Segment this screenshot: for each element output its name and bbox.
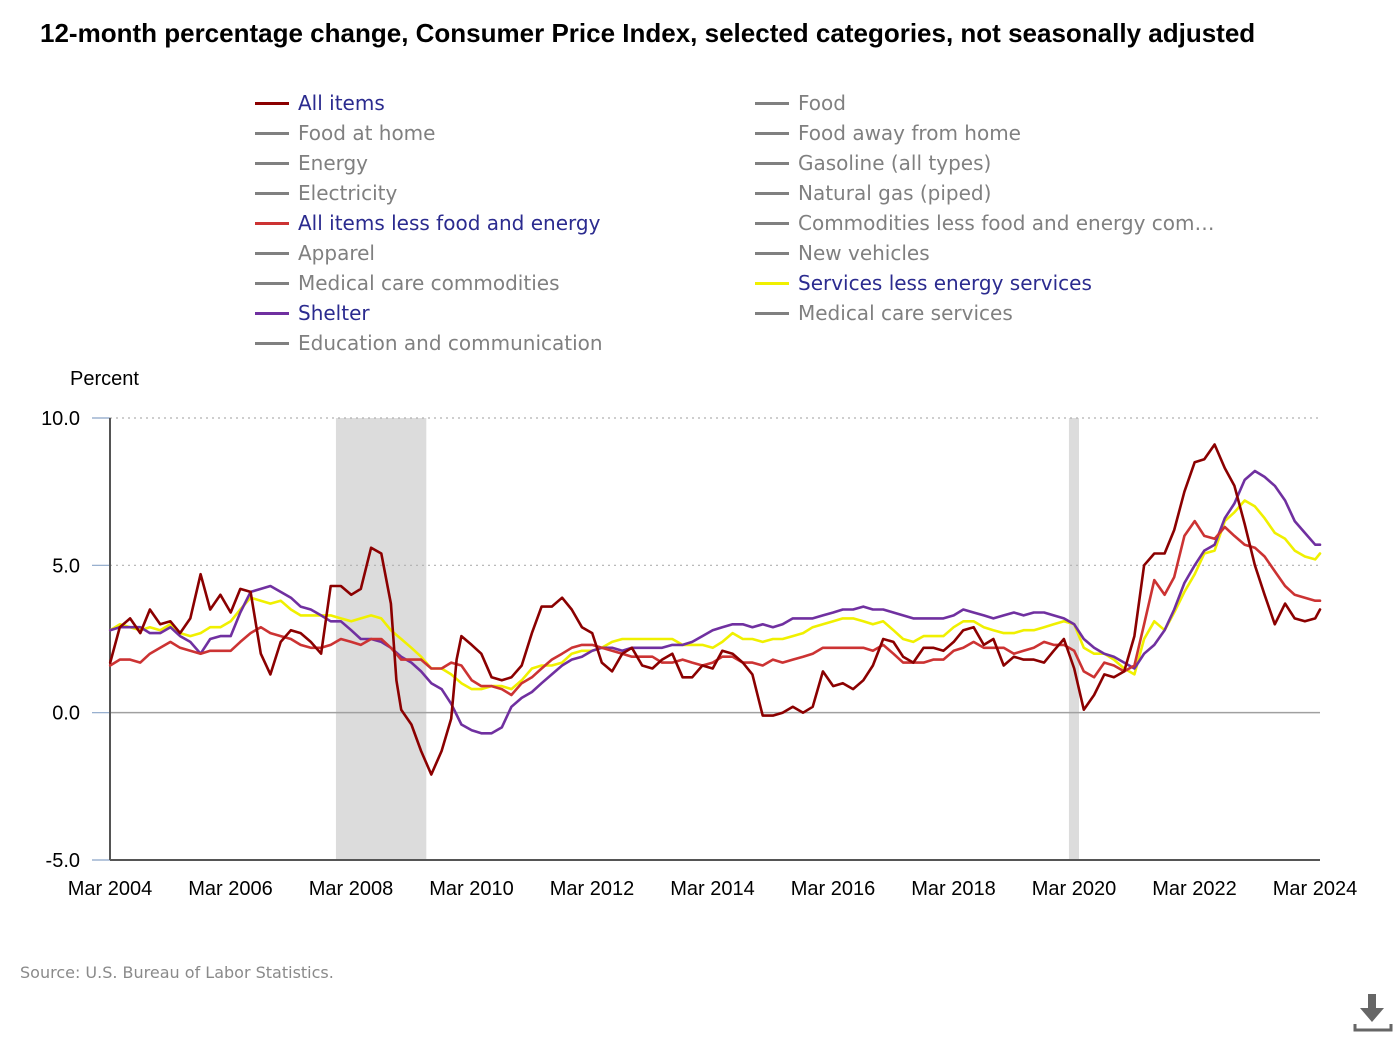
legend-swatch <box>255 101 289 105</box>
download-button[interactable] <box>1352 990 1396 1034</box>
x-tick-label: Mar 2014 <box>670 878 755 900</box>
x-tick-label: Mar 2004 <box>68 878 153 900</box>
legend-label: All items less food and energy <box>298 211 601 235</box>
recession-shading <box>335 418 1080 860</box>
legend-item[interactable]: Medical care commodities <box>255 268 559 298</box>
y-tick-label: 10.0 <box>41 408 80 430</box>
x-tick-label: Mar 2020 <box>1032 878 1117 900</box>
series-line-services-less-energy-services[interactable] <box>108 499 1322 691</box>
legend-label: Medical care commodities <box>298 271 560 295</box>
legend-label: Services less energy services <box>798 271 1092 295</box>
legend-swatch <box>755 311 789 315</box>
x-tick-label: Mar 2024 <box>1273 878 1358 900</box>
series-lines <box>108 443 1322 776</box>
legend-item[interactable]: Apparel <box>255 238 375 268</box>
legend-label: Gasoline (all types) <box>798 151 992 175</box>
legend-label: Education and communication <box>298 331 603 355</box>
legend-swatch <box>755 161 789 165</box>
legend-swatch <box>255 191 289 195</box>
legend-item[interactable]: Gasoline (all types) <box>755 148 991 178</box>
legend-item[interactable]: New vehicles <box>755 238 930 268</box>
y-tick-label: 0.0 <box>52 703 80 725</box>
legend-item[interactable]: Education and communication <box>255 328 603 358</box>
y-tick-label: -5.0 <box>46 850 80 872</box>
y-tick-label: 5.0 <box>52 555 80 577</box>
source-note: Source: U.S. Bureau of Labor Statistics. <box>20 963 334 982</box>
x-tick-label: Mar 2008 <box>309 878 394 900</box>
legend-label: Apparel <box>298 241 375 265</box>
legend-item[interactable]: Commodities less food and energy com… <box>755 208 1215 238</box>
legend-label: Commodities less food and energy com… <box>798 211 1215 235</box>
legend-label: Natural gas (piped) <box>798 181 992 205</box>
legend-label: Medical care services <box>798 301 1013 325</box>
axes <box>109 418 1320 861</box>
legend-swatch <box>755 251 789 255</box>
legend-item[interactable]: Medical care services <box>755 298 1013 328</box>
x-tick-label: Mar 2016 <box>791 878 876 900</box>
legend-item[interactable]: Energy <box>255 148 368 178</box>
legend-label: All items <box>298 91 385 115</box>
recession-band <box>1068 418 1080 860</box>
legend-label: Food <box>798 91 846 115</box>
y-axis-label: Percent <box>70 368 139 390</box>
legend-swatch <box>755 281 789 285</box>
legend-item[interactable]: All items less food and energy <box>255 208 600 238</box>
legend-swatch <box>755 221 789 225</box>
legend-swatch <box>255 251 289 255</box>
legend-item[interactable]: Natural gas (piped) <box>755 178 991 208</box>
legend-label: Electricity <box>298 181 398 205</box>
download-icon <box>1353 994 1393 1032</box>
legend-item[interactable]: Electricity <box>255 178 397 208</box>
legend-swatch <box>755 101 789 105</box>
legend-swatch <box>755 131 789 135</box>
legend-swatch <box>255 131 289 135</box>
legend-swatch <box>255 341 289 345</box>
legend-item[interactable]: Shelter <box>255 298 370 328</box>
x-tick-label: Mar 2022 <box>1152 878 1237 900</box>
legend-label: Food away from home <box>798 121 1021 145</box>
legend-swatch <box>255 221 289 225</box>
legend-swatch <box>255 161 289 165</box>
legend-label: New vehicles <box>798 241 930 265</box>
legend-swatch <box>255 311 289 315</box>
legend-swatch <box>755 191 789 195</box>
gridlines <box>92 417 1320 861</box>
x-tick-label: Mar 2010 <box>429 878 514 900</box>
legend-item[interactable]: Food away from home <box>755 118 1021 148</box>
legend-label: Food at home <box>298 121 436 145</box>
chart-title: 12-month percentage change, Consumer Pri… <box>40 18 1256 48</box>
legend-swatch <box>255 281 289 285</box>
x-tick-label: Mar 2012 <box>550 878 635 900</box>
x-tick-label: Mar 2006 <box>188 878 273 900</box>
legend-item[interactable]: All items <box>255 88 385 118</box>
legend-label: Energy <box>298 151 369 175</box>
line-chart: 10.0 5.0 0.0 -5.0 Mar 2004 Mar 2006 Mar 2008 Ma… <box>41 408 1357 900</box>
x-tick-label: Mar 2018 <box>911 878 996 900</box>
tick-labels: 10.0 5.0 0.0 -5.0 Mar 2004 Mar 2006 Mar 2008 Ma… <box>41 408 1357 900</box>
legend-item[interactable]: Food <box>755 88 846 118</box>
legend-item[interactable]: Services less energy services <box>755 268 1092 298</box>
series-line-shelter[interactable] <box>108 469 1322 735</box>
legend-item[interactable]: Food at home <box>255 118 435 148</box>
series-line-all-items[interactable] <box>108 443 1322 776</box>
legend-label: Shelter <box>298 301 370 325</box>
